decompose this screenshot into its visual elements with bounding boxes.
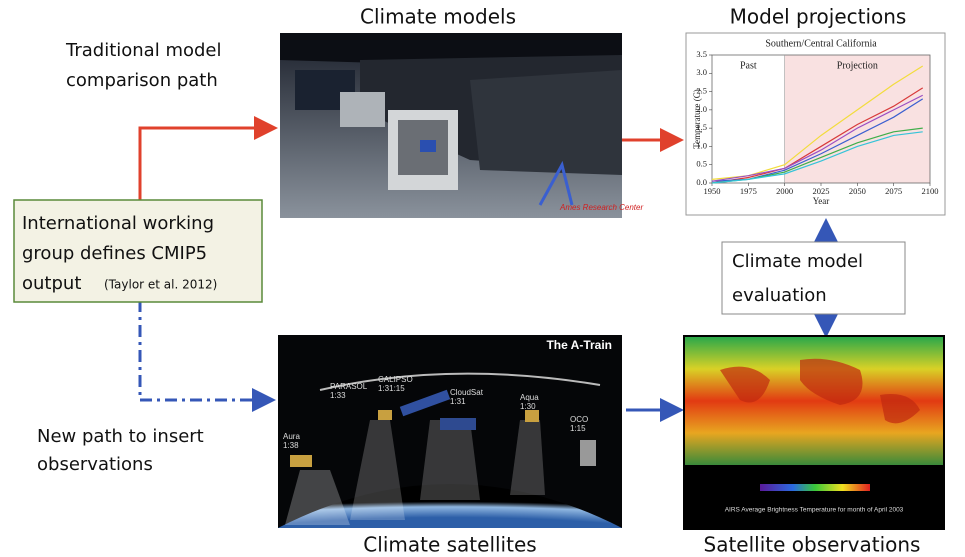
satellite-label: PARASOL — [330, 382, 368, 391]
satellite-label: Aqua — [520, 393, 539, 402]
region-label: Projection — [837, 60, 878, 71]
diagram: Climate models Model projections Climate… — [0, 0, 965, 557]
path-label: Traditional model — [65, 40, 222, 61]
x-axis-label: Year — [813, 196, 830, 206]
title: Satellite observations — [704, 533, 921, 557]
satellite-map: AIRS Average Brightness Temperature for … — [683, 335, 945, 530]
y-tick-label: 0.5 — [696, 159, 707, 169]
satellite-label: 1:31:15 — [378, 384, 405, 393]
satellite-label: 1:15 — [570, 424, 586, 433]
photo-a-train: The A-Train Aura1:38PARASOL1:33CALIPSO1:… — [278, 335, 622, 528]
path-label: comparison path — [66, 70, 218, 91]
title: Climate models — [360, 5, 516, 29]
satellite-label: OCO — [570, 415, 588, 424]
box-text: output — [22, 273, 81, 294]
x-tick-label: 1950 — [704, 186, 721, 196]
path-label: New path to insert — [37, 426, 204, 447]
photo-caption: Ames Research Center — [559, 203, 643, 212]
x-tick-label: 2100 — [922, 186, 939, 196]
y-tick-label: 3.0 — [696, 67, 707, 77]
satellite-label: 1:38 — [283, 441, 299, 450]
x-tick-label: 2000 — [776, 186, 793, 196]
arrow — [140, 300, 270, 400]
box-text: evaluation — [732, 285, 827, 306]
satellite-label: CloudSat — [450, 388, 484, 397]
satellite-label: 1:33 — [330, 391, 346, 400]
chart-title: Southern/Central California — [765, 38, 877, 49]
arrow — [140, 128, 272, 200]
x-tick-label: 2050 — [849, 186, 866, 196]
satellite-label: Aura — [283, 432, 300, 441]
x-tick-label: 2025 — [813, 186, 830, 196]
title: Climate satellites — [363, 533, 536, 557]
y-axis-label: Temperature (C) — [692, 89, 702, 149]
box-text: group defines CMIP5 — [22, 243, 207, 264]
box-text: Climate model — [732, 251, 863, 272]
box-text: International working — [22, 213, 214, 234]
map-caption: AIRS Average Brightness Temperature for … — [725, 507, 904, 514]
y-tick-label: 3.5 — [696, 49, 707, 59]
citation: (Taylor et al. 2012) — [104, 278, 217, 292]
x-tick-label: 1975 — [740, 186, 757, 196]
path-label: observations — [37, 454, 153, 475]
satellite-label: 1:31 — [450, 397, 466, 406]
satellite-label: 1:30 — [520, 402, 536, 411]
image-title: The A-Train — [546, 338, 612, 352]
region-label: Past — [740, 60, 757, 71]
photo-supercomputer: Ames Research Center — [280, 33, 643, 218]
x-tick-label: 2075 — [885, 186, 902, 196]
title: Model projections — [730, 5, 907, 29]
satellite-label: CALIPSO — [378, 375, 413, 384]
